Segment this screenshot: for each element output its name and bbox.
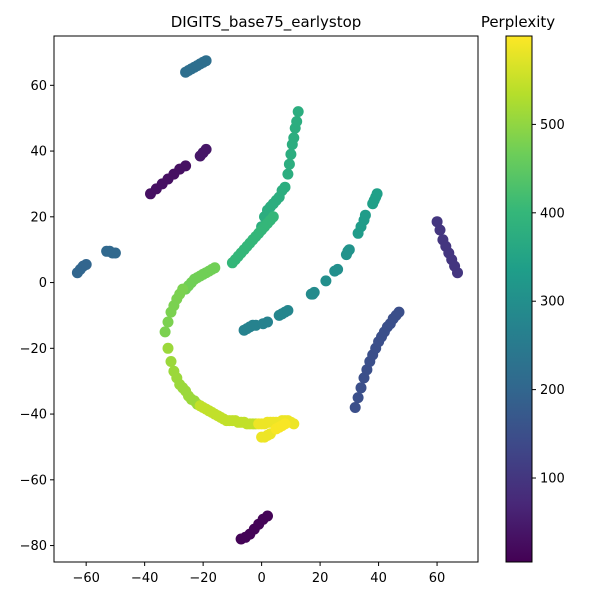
y-tick-label: 0 — [39, 276, 47, 291]
y-tick-label: −40 — [20, 408, 47, 423]
scatter-point — [431, 216, 443, 228]
colorbar-tick-label: 100 — [540, 472, 565, 487]
scatter-point — [80, 259, 92, 270]
scatter-point — [165, 356, 177, 367]
colorbar-label: Perplexity — [481, 13, 555, 31]
x-tick-label: 40 — [370, 571, 387, 586]
scatter-point — [282, 168, 294, 180]
y-tick-label: −60 — [20, 473, 47, 488]
scatter-point — [285, 148, 297, 160]
x-tick-label: 60 — [429, 571, 446, 586]
scatter-point — [349, 402, 361, 413]
scatter-point — [180, 160, 192, 172]
colorbar-tick-label: 400 — [540, 206, 565, 221]
scatter-point — [359, 209, 371, 221]
scatter-point — [162, 316, 174, 328]
scatter-point — [393, 306, 405, 318]
colorbar-tick-label: 200 — [540, 383, 565, 398]
scatter-point — [434, 224, 446, 236]
colorbar-tick-label: 300 — [540, 295, 565, 310]
scatter-point — [355, 382, 367, 394]
colorbar-tick-label: 500 — [540, 118, 565, 133]
scatter-point — [177, 283, 189, 295]
scatter-point — [371, 188, 383, 200]
scatter-point — [279, 418, 291, 430]
scatter-point — [292, 106, 304, 118]
points-layer — [71, 55, 463, 545]
scatter-point — [332, 263, 344, 275]
x-tick-label: −20 — [189, 571, 216, 586]
scatter-point — [282, 305, 294, 316]
scatter-point — [200, 143, 212, 155]
scatter-point — [162, 342, 174, 354]
scatter-point — [452, 267, 463, 279]
scatter-point — [109, 247, 121, 259]
y-tick-label: −80 — [20, 539, 47, 554]
scatter-point — [262, 316, 273, 328]
scatter-point — [343, 244, 355, 256]
y-tick-label: 40 — [30, 145, 47, 160]
scatter-point — [200, 55, 212, 67]
scatter-point — [209, 262, 221, 274]
y-axis: −80 −60 −40 −20 0 20 40 60 — [20, 79, 54, 554]
scatter-point — [291, 116, 303, 127]
x-tick-label: 0 — [257, 571, 265, 586]
plot-area-frame — [53, 35, 479, 563]
x-tick-label: 20 — [312, 571, 329, 586]
scatter-point — [283, 158, 295, 170]
y-tick-label: 20 — [30, 210, 47, 225]
colorbar-ticks: 100 200 300 400 500 — [532, 118, 565, 487]
scatter-point — [320, 275, 332, 287]
scatter-point — [267, 211, 279, 223]
colorbar — [505, 35, 533, 563]
scatter-point — [288, 418, 300, 430]
scatter-point — [308, 286, 320, 298]
y-tick-label: 60 — [30, 79, 47, 94]
scatter-point — [262, 510, 273, 522]
scatter-point — [288, 132, 300, 144]
scatter-point — [159, 326, 171, 338]
chart-title: DIGITS_base75_earlystop — [171, 13, 362, 32]
x-tick-label: −60 — [72, 571, 99, 586]
x-axis: −60 −40 −20 0 20 40 60 — [72, 562, 445, 586]
y-tick-label: −20 — [20, 342, 47, 357]
x-tick-label: −40 — [131, 571, 158, 586]
scatter-point — [352, 392, 364, 404]
scatter-point — [279, 181, 291, 193]
